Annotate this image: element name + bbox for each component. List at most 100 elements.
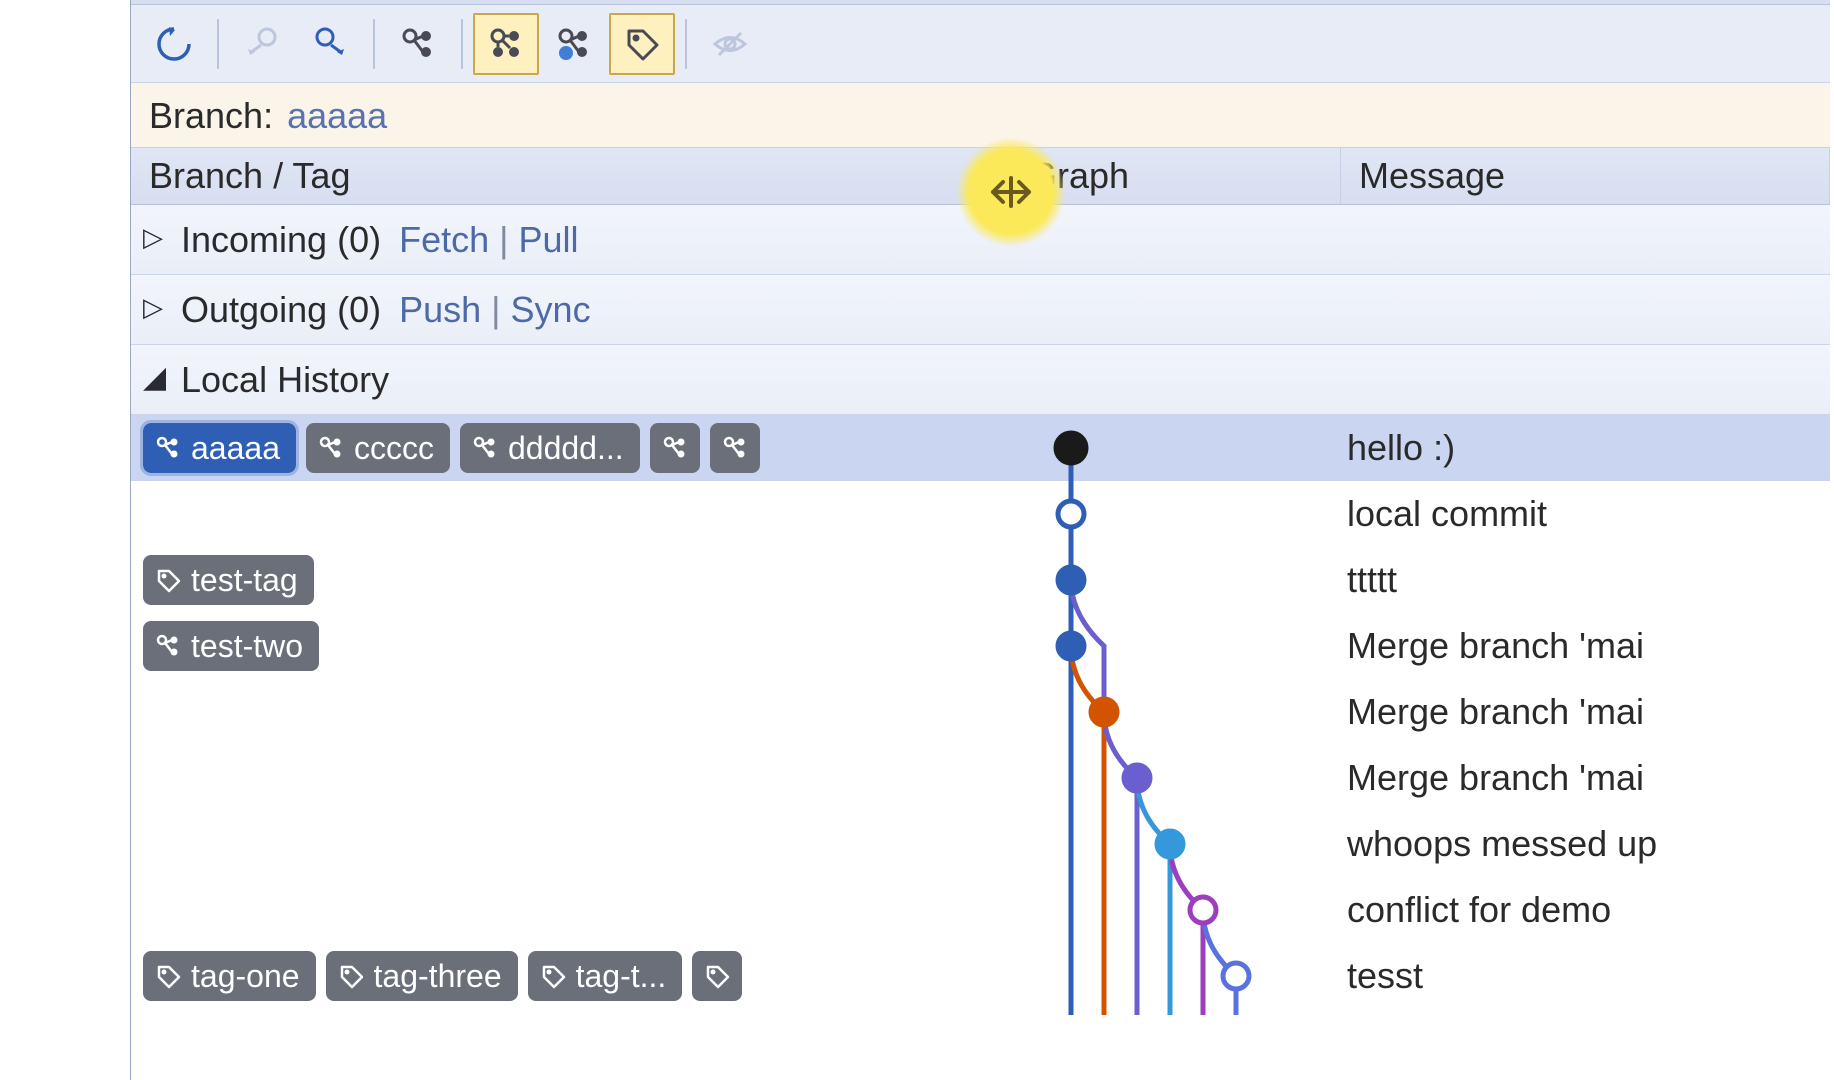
push-link[interactable]: Push xyxy=(399,289,481,331)
branch-chip[interactable] xyxy=(710,423,760,473)
toolbar-separator xyxy=(461,19,463,69)
commit-graph-cell xyxy=(1011,877,1341,943)
branch-label: Branch: xyxy=(149,95,273,137)
commit-message: hello :) xyxy=(1341,427,1830,469)
graph-author-button[interactable] xyxy=(541,13,607,75)
commit-message: tesst xyxy=(1341,955,1830,997)
resize-horizontal-icon xyxy=(981,172,1041,212)
column-resize-cursor-highlight[interactable] xyxy=(957,138,1065,246)
toolbar-separator xyxy=(373,19,375,69)
graph-simple-button[interactable] xyxy=(385,13,451,75)
commit-refs: test-two xyxy=(131,621,1011,671)
git-history-panel: Branch: aaaaa Branch / Tag Graph Message… xyxy=(130,0,1830,1080)
refresh-button[interactable] xyxy=(141,13,207,75)
commit-row[interactable]: test-tag ttttt xyxy=(131,547,1830,613)
commit-list: aaaaa ccccc ddddd... hello :) local commit te… xyxy=(131,415,1830,1009)
incoming-actions: Fetch | Pull xyxy=(399,219,578,261)
commit-graph-cell xyxy=(1011,679,1341,745)
separator: | xyxy=(491,289,500,331)
commit-message: Merge branch 'mai xyxy=(1341,757,1830,799)
commit-message: ttttt xyxy=(1341,559,1830,601)
commit-row[interactable]: tag-one tag-three tag-t... tesst xyxy=(131,943,1830,1009)
branch-chip[interactable]: test-two xyxy=(143,621,319,671)
chip-label: test-tag xyxy=(191,562,298,599)
show-tags-icon xyxy=(623,25,661,63)
commit-graph-cell xyxy=(1011,943,1341,1009)
column-graph[interactable]: Graph xyxy=(1011,148,1341,204)
column-message[interactable]: Message xyxy=(1341,148,1830,204)
commit-message: conflict for demo xyxy=(1341,889,1830,931)
chip-label: ddddd... xyxy=(508,430,624,467)
commit-message: Merge branch 'mai xyxy=(1341,691,1830,733)
commit-graph-cell xyxy=(1011,811,1341,877)
chevron-right-icon: ▷ xyxy=(143,292,163,323)
nav-back-button[interactable] xyxy=(229,13,295,75)
fetch-link[interactable]: Fetch xyxy=(399,219,489,261)
nav-back-icon xyxy=(243,25,281,63)
commit-graph-cell xyxy=(1011,745,1341,811)
branch-chip[interactable]: ccccc xyxy=(306,423,450,473)
commit-graph-cell xyxy=(1011,547,1341,613)
toolbar xyxy=(131,5,1830,83)
commit-refs: tag-one tag-three tag-t... xyxy=(131,951,1011,1001)
show-tags-button[interactable] xyxy=(609,13,675,75)
branch-indicator: Branch: aaaaa xyxy=(131,83,1830,147)
commit-row[interactable]: conflict for demo xyxy=(131,877,1830,943)
commit-row[interactable]: Merge branch 'mai xyxy=(131,745,1830,811)
commit-message: Merge branch 'mai xyxy=(1341,625,1830,667)
section-outgoing-title: Outgoing (0) xyxy=(181,289,381,331)
chevron-right-icon: ▷ xyxy=(143,222,163,253)
graph-author-icon xyxy=(555,25,593,63)
commit-refs: test-tag xyxy=(131,555,1011,605)
outgoing-actions: Push | Sync xyxy=(399,289,590,331)
eye-hidden-icon xyxy=(711,25,749,63)
commit-row[interactable]: Merge branch 'mai xyxy=(131,679,1830,745)
refresh-icon xyxy=(155,25,193,63)
tag-chip[interactable]: tag-one xyxy=(143,951,316,1001)
commit-row[interactable]: whoops messed up xyxy=(131,811,1830,877)
tag-chip[interactable]: test-tag xyxy=(143,555,314,605)
commit-graph-cell xyxy=(1011,613,1341,679)
tag-chip[interactable]: tag-three xyxy=(326,951,518,1001)
nav-forward-button[interactable] xyxy=(297,13,363,75)
branch-chip[interactable]: ddddd... xyxy=(460,423,640,473)
tag-chip[interactable]: tag-t... xyxy=(528,951,683,1001)
chip-label: ccccc xyxy=(354,430,434,467)
toolbar-separator xyxy=(217,19,219,69)
graph-full-icon xyxy=(487,25,525,63)
commit-row[interactable]: local commit xyxy=(131,481,1830,547)
commit-message: whoops messed up xyxy=(1341,823,1830,865)
chip-label: tag-t... xyxy=(576,958,667,995)
chip-label: tag-one xyxy=(191,958,300,995)
chip-label: tag-three xyxy=(374,958,502,995)
section-local-history-title: Local History xyxy=(181,359,389,401)
column-message-label: Message xyxy=(1359,155,1505,197)
graph-full-button[interactable] xyxy=(473,13,539,75)
section-outgoing[interactable]: ▷ Outgoing (0) Push | Sync xyxy=(131,275,1830,345)
commit-refs: aaaaa ccccc ddddd... xyxy=(131,423,1011,473)
chevron-down-icon: ◢ xyxy=(143,360,163,395)
tag-chip[interactable] xyxy=(692,951,742,1001)
column-headers: Branch / Tag Graph Message xyxy=(131,147,1830,205)
pull-link[interactable]: Pull xyxy=(518,219,578,261)
branch-chip[interactable]: aaaaa xyxy=(143,423,296,473)
chip-label: aaaaa xyxy=(191,430,280,467)
graph-simple-icon xyxy=(399,25,437,63)
commit-graph-cell xyxy=(1011,415,1341,481)
commit-message: local commit xyxy=(1341,493,1830,535)
separator: | xyxy=(499,219,508,261)
commit-graph-cell xyxy=(1011,481,1341,547)
nav-forward-icon xyxy=(311,25,349,63)
branch-chip[interactable] xyxy=(650,423,700,473)
section-incoming-title: Incoming (0) xyxy=(181,219,381,261)
current-branch-name[interactable]: aaaaa xyxy=(287,95,387,137)
chip-label: test-two xyxy=(191,628,303,665)
toolbar-separator xyxy=(685,19,687,69)
eye-hidden-button[interactable] xyxy=(697,13,763,75)
commit-row[interactable]: aaaaa ccccc ddddd... hello :) xyxy=(131,415,1830,481)
commit-row[interactable]: test-two Merge branch 'mai xyxy=(131,613,1830,679)
sync-link[interactable]: Sync xyxy=(511,289,591,331)
column-branch-tag-label: Branch / Tag xyxy=(149,155,350,197)
column-branch-tag[interactable]: Branch / Tag xyxy=(131,148,1011,204)
section-local-history[interactable]: ◢ Local History xyxy=(131,345,1830,415)
